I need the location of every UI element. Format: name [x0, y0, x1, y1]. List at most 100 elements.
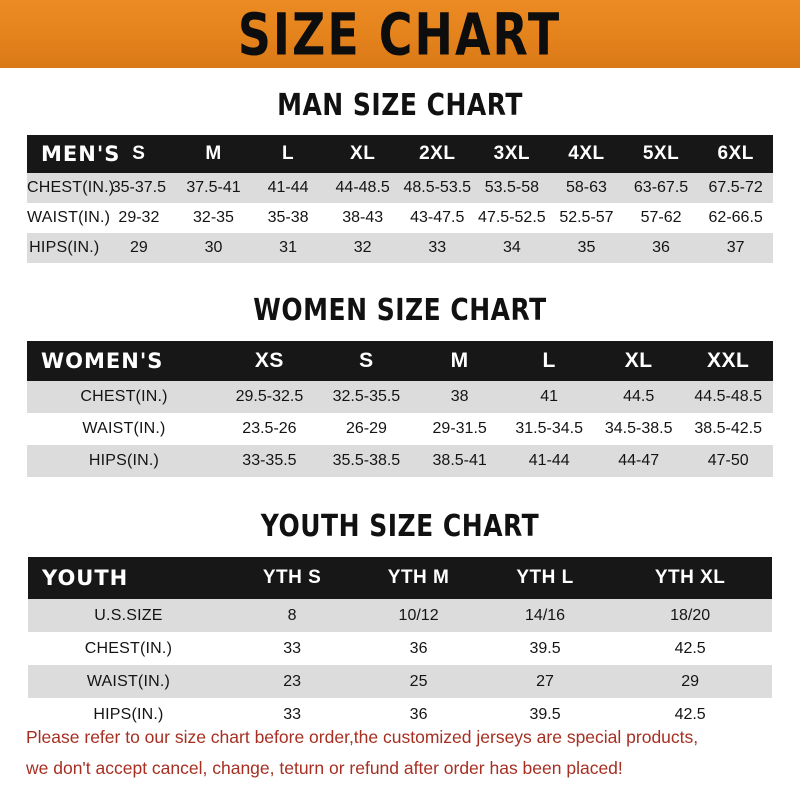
- man-size-col-4xl: 4XL: [568, 143, 605, 164]
- man-hips-label: HIPS(IN.): [29, 239, 100, 256]
- page-banner: SIZE CHART: [0, 0, 800, 68]
- youth-table-body: YOUTH YTH S YTH M YTH L YTH XL U.S.SIZE …: [28, 557, 772, 731]
- youth-header-label: YOUTH: [42, 566, 129, 590]
- man-size-col-m: M: [205, 143, 222, 164]
- man-section-title: MAN SIZE CHART: [277, 86, 523, 123]
- man-waist-5xl: 57-62: [640, 209, 682, 226]
- table-row: HIPS(IN.) 33 36 39.5 42.5: [28, 698, 772, 731]
- women-chest-s: 32.5-35.5: [332, 388, 401, 405]
- man-table-body: MEN'S S M L XL 2XL 3XL 4XL 5XL 6XL CHEST…: [27, 135, 773, 263]
- man-chest-label: CHEST(IN.): [27, 179, 115, 196]
- youth-ussize-s: 8: [287, 606, 297, 624]
- women-waist-xxl: 38.5-42.5: [694, 420, 763, 437]
- women-hips-xl: 44-47: [618, 452, 660, 469]
- man-waist-label: WAIST(IN.): [27, 209, 111, 226]
- youth-hips-label: HIPS(IN.): [93, 705, 164, 723]
- man-size-table: MEN'S S M L XL 2XL 3XL 4XL 5XL 6XL CHEST…: [27, 135, 773, 263]
- youth-size-table-wrapper: YOUTH YTH S YTH M YTH L YTH XL U.S.SIZE …: [28, 557, 772, 731]
- man-size-col-5xl: 5XL: [642, 143, 680, 164]
- man-chest-4xl: 58-63: [565, 179, 607, 196]
- youth-waist-label: WAIST(IN.): [86, 672, 171, 690]
- man-size-col-3xl: 3XL: [493, 143, 531, 164]
- youth-ussize-l: 14/16: [525, 606, 566, 624]
- table-row: HIPS(IN.) 29 30 31 32 33 34 35 36 37: [27, 233, 773, 263]
- youth-size-col-l: YTH L: [516, 567, 574, 588]
- man-size-col-6xl: 6XL: [717, 143, 754, 164]
- footer-line-2: we don't accept cancel, change, teturn o…: [26, 758, 623, 778]
- women-chest-xs: 29.5-32.5: [235, 388, 304, 405]
- youth-chest-s: 33: [283, 639, 301, 657]
- women-size-col-s: S: [359, 349, 374, 372]
- footer-disclaimer: Please refer to our size chart before or…: [0, 722, 800, 784]
- man-size-col-2xl: 2XL: [419, 143, 456, 164]
- youth-ussize-xl: 18/20: [670, 606, 711, 624]
- man-chest-m: 37.5-41: [186, 179, 241, 196]
- women-table-header-row: WOMEN'S XS S M L XL XXL: [27, 341, 773, 381]
- women-chest-l: 41: [540, 388, 559, 405]
- man-waist-3xl: 47.5-52.5: [478, 209, 546, 226]
- women-size-col-xxl: XXL: [707, 349, 750, 372]
- youth-chest-label: CHEST(IN.): [84, 639, 173, 657]
- man-hips-3xl: 34: [502, 239, 521, 256]
- women-hips-m: 38.5-41: [432, 452, 487, 469]
- women-chest-xl: 44.5: [623, 388, 655, 405]
- man-waist-6xl: 62-66.5: [708, 209, 763, 226]
- women-hips-l: 41-44: [528, 452, 570, 469]
- women-hips-xxl: 47-50: [707, 452, 749, 469]
- man-header-label: MEN'S: [41, 142, 121, 166]
- youth-ussize-label: U.S.SIZE: [94, 606, 163, 624]
- man-hips-xl: 32: [353, 239, 372, 256]
- man-hips-5xl: 36: [652, 239, 670, 256]
- women-waist-m: 29-31.5: [432, 420, 487, 437]
- man-hips-6xl: 37: [726, 239, 745, 256]
- youth-size-table: YOUTH YTH S YTH M YTH L YTH XL U.S.SIZE …: [28, 557, 772, 731]
- women-size-col-xs: XS: [254, 349, 284, 372]
- youth-hips-l: 39.5: [529, 705, 561, 723]
- man-waist-4xl: 52.5-57: [559, 209, 614, 226]
- youth-waist-s: 23: [283, 672, 301, 690]
- women-size-col-xl: XL: [624, 349, 653, 372]
- footer-line-1: Please refer to our size chart before or…: [26, 727, 699, 747]
- table-row: WAIST(IN.) 23 25 27 29: [28, 665, 772, 698]
- women-hips-xs: 33-35.5: [242, 452, 297, 469]
- youth-ussize-m: 10/12: [398, 606, 439, 624]
- youth-hips-m: 36: [409, 705, 428, 723]
- man-waist-l: 35-38: [267, 209, 309, 226]
- women-waist-xl: 34.5-38.5: [604, 420, 673, 437]
- man-hips-l: 31: [279, 239, 297, 256]
- youth-hips-xl: 42.5: [674, 705, 706, 723]
- table-row: U.S.SIZE 8 10/12 14/16 18/20: [28, 599, 772, 632]
- man-hips-s: 29: [129, 239, 148, 256]
- man-table-header-row: MEN'S S M L XL 2XL 3XL 4XL 5XL 6XL: [27, 135, 773, 173]
- man-chest-3xl: 53.5-58: [484, 179, 539, 196]
- man-chest-5xl: 63-67.5: [633, 179, 689, 196]
- man-chest-6xl: 67.5-72: [708, 179, 763, 196]
- women-hips-label: HIPS(IN.): [88, 452, 160, 469]
- women-size-table: WOMEN'S XS S M L XL XXL CHEST(IN.) 29.5-…: [27, 341, 773, 477]
- man-chest-l: 41-44: [267, 179, 309, 196]
- women-waist-xs: 23.5-26: [242, 420, 297, 437]
- youth-hips-s: 33: [283, 705, 301, 723]
- women-size-table-wrapper: WOMEN'S XS S M L XL XXL CHEST(IN.) 29.5-…: [27, 341, 773, 477]
- youth-size-col-m: YTH M: [387, 567, 450, 588]
- women-section-title: WOMEN SIZE CHART: [253, 291, 547, 328]
- man-hips-m: 30: [204, 239, 223, 256]
- women-waist-label: WAIST(IN.): [82, 420, 166, 437]
- women-header-label: WOMEN'S: [41, 349, 164, 373]
- table-row: HIPS(IN.) 33-35.5 35.5-38.5 38.5-41 41-4…: [27, 445, 773, 477]
- youth-size-col-xl: YTH XL: [654, 567, 726, 588]
- table-row: WAIST(IN.) 23.5-26 26-29 29-31.5 31.5-34…: [27, 413, 773, 445]
- man-size-col-l: L: [282, 143, 295, 164]
- youth-waist-m: 25: [409, 672, 428, 690]
- women-chest-m: 38: [450, 388, 469, 405]
- man-chest-2xl: 48.5-53.5: [403, 179, 472, 196]
- youth-chest-l: 39.5: [529, 639, 561, 657]
- man-size-col-xl: XL: [350, 143, 376, 164]
- women-size-col-l: L: [542, 349, 556, 372]
- youth-section-title: YOUTH SIZE CHART: [260, 507, 540, 544]
- man-waist-s: 29-32: [118, 209, 160, 226]
- youth-waist-l: 27: [536, 672, 554, 690]
- man-size-table-wrapper: MEN'S S M L XL 2XL 3XL 4XL 5XL 6XL CHEST…: [27, 135, 773, 263]
- page-title: SIZE CHART: [238, 0, 562, 68]
- youth-waist-xl: 29: [681, 672, 700, 690]
